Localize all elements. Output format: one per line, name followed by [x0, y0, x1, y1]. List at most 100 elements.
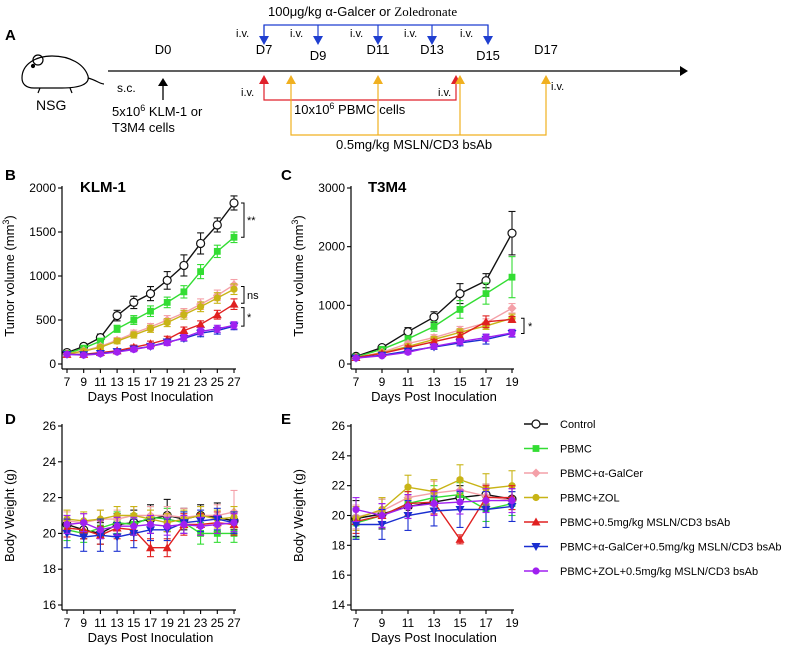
iv-label-galcer-3: i.v.	[350, 28, 363, 40]
panel-label-e: E	[281, 411, 291, 428]
data-point	[180, 334, 188, 342]
data-point	[180, 311, 188, 319]
data-point	[146, 520, 155, 529]
x-tick-label: 7	[64, 375, 71, 389]
y-tick-label: 26	[332, 419, 346, 433]
data-point	[404, 483, 412, 491]
data-point	[230, 519, 238, 527]
series-7	[63, 513, 238, 540]
data-point	[113, 337, 121, 345]
data-point	[403, 327, 413, 337]
data-point	[507, 303, 517, 313]
data-point	[197, 303, 205, 311]
y-tick-label: 18	[43, 562, 57, 576]
data-point	[507, 314, 517, 323]
y-tick-label: 500	[36, 313, 56, 327]
data-point	[113, 522, 121, 530]
bsab-bracket	[290, 84, 547, 136]
data-point	[352, 354, 360, 362]
data-point	[130, 345, 138, 354]
data-point	[455, 331, 465, 340]
bsab-arrow-d14	[455, 75, 465, 84]
data-point	[96, 350, 104, 358]
pbmc-arrow-d7	[259, 75, 269, 84]
data-point	[507, 228, 517, 238]
x-axis-label: Days Post Inoculation	[371, 389, 497, 404]
legend-marker	[532, 493, 540, 502]
data-point	[456, 498, 464, 506]
data-point	[129, 297, 139, 307]
data-point	[508, 273, 516, 281]
y-tick-label: 14	[332, 598, 346, 612]
panel-a-schematic: A NSG 100μg/kg α-Galcer or Zoledronate D…	[5, 4, 688, 152]
data-point	[63, 350, 71, 358]
bsab-arrow-d8	[286, 75, 296, 84]
data-point	[163, 522, 171, 530]
y-axis-label: Tumor volume (mm3)	[1, 215, 17, 337]
y-tick-label: 22	[43, 491, 57, 505]
data-point	[455, 289, 465, 299]
data-point	[146, 543, 155, 552]
data-point	[230, 321, 238, 329]
legend-label: PBMC	[560, 444, 592, 456]
data-point	[482, 496, 490, 505]
sc-label: s.c.	[117, 81, 136, 95]
data-point	[378, 511, 386, 520]
x-tick-label: 15	[453, 375, 467, 389]
data-point	[404, 348, 412, 356]
data-point	[229, 299, 239, 308]
data-point	[163, 299, 171, 306]
data-point	[429, 337, 439, 346]
y-tick-label: 1000	[318, 298, 345, 312]
data-point	[456, 338, 464, 346]
x-tick-label: 7	[353, 375, 360, 389]
iv-label-d17: i.v.	[551, 81, 564, 93]
day-label-d0: D0	[155, 42, 172, 57]
legend-item-4: PBMC+ZOL	[524, 493, 620, 505]
y-tick-label: 3000	[318, 181, 345, 195]
significance-annotations: ** ns *	[241, 202, 259, 327]
x-tick-label: 27	[227, 616, 241, 630]
x-tick-label: 15	[127, 616, 141, 630]
data-point	[351, 520, 361, 529]
mouse-icon	[21, 54, 105, 94]
data-point	[180, 288, 188, 296]
y-tick-label: 16	[43, 598, 57, 612]
data-point	[80, 519, 88, 527]
y-tick-label: 18	[332, 538, 346, 552]
iv-label-galcer-4: i.v.	[404, 28, 417, 40]
data-point	[80, 351, 88, 359]
y-tick-label: 1000	[29, 269, 56, 283]
data-point	[145, 289, 156, 299]
x-tick-label: 11	[94, 375, 107, 389]
x-tick-label: 13	[110, 375, 124, 389]
x-axis-label: Days Post Inoculation	[88, 389, 214, 404]
d0-injection-arrow	[158, 78, 168, 100]
data-point	[79, 533, 89, 542]
iv-label-pbmc-left: i.v.	[241, 87, 254, 99]
data-point	[130, 316, 138, 324]
x-tick-label: 17	[144, 375, 158, 389]
y-axis-label: Body Weight (g)	[291, 469, 306, 562]
chart-title: T3M4	[368, 179, 407, 196]
y-axis-label: Tumor volume (mm3)	[290, 215, 306, 337]
y-tick-label: 22	[332, 479, 346, 493]
data-point	[146, 342, 155, 350]
timeline-arrowhead	[680, 66, 688, 76]
x-tick-label: 19	[161, 616, 175, 630]
day-label-d7: D7	[256, 42, 273, 57]
iv-label-pbmc-right: i.v.	[438, 87, 451, 99]
day-labels: D0 D7 D9 D11 D13 D15 D17	[155, 42, 558, 63]
y-tick-label: 0	[338, 357, 345, 371]
x-tick-label: 25	[211, 375, 225, 389]
series-1	[62, 195, 239, 358]
data-point	[482, 290, 490, 297]
data-point	[112, 311, 122, 321]
bsab-label: 0.5mg/kg MSLN/CD3 bsAb	[336, 137, 492, 152]
legend-label: PBMC+0.5mg/kg MSLN/CD3 bsAb	[560, 517, 730, 529]
sig-control-pbmc-label: **	[247, 215, 256, 227]
legend-label: PBMC+ZOL	[560, 493, 620, 505]
galcer-bracket-label: 100μg/kg α-Galcer or Zoledronate	[268, 4, 457, 19]
data-point	[113, 325, 121, 333]
